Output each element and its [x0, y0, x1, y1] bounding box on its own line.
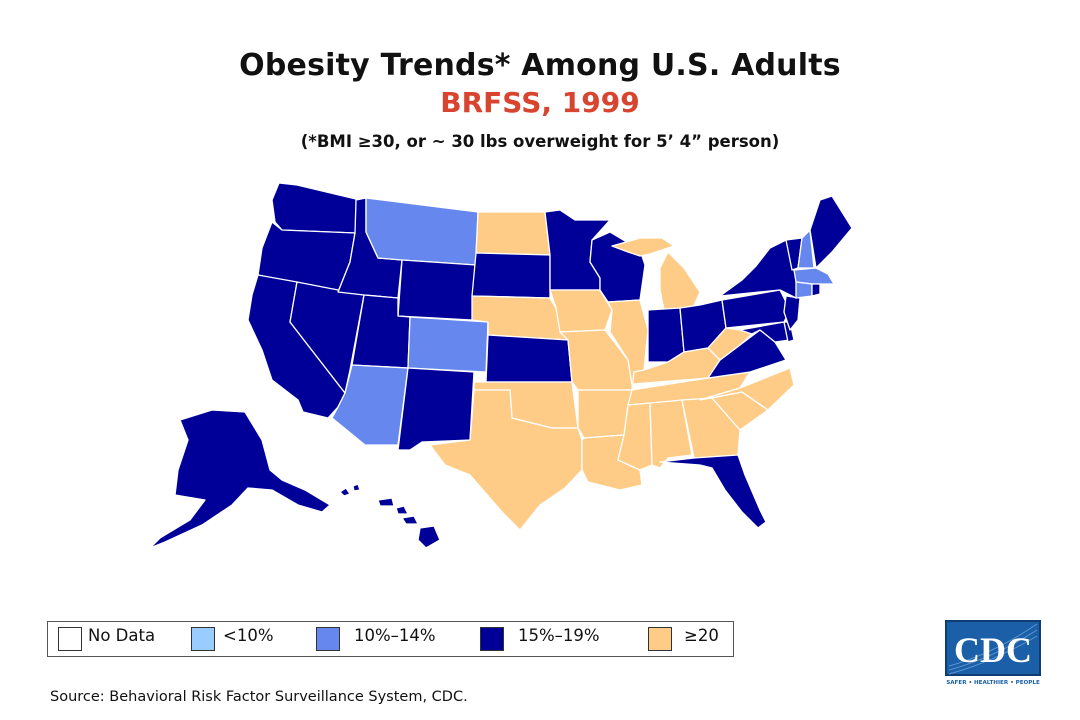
- legend-swatch-15-19: [480, 627, 504, 651]
- state-KS: [485, 334, 573, 383]
- legend-label: <10%: [223, 626, 274, 645]
- state-ME: [809, 195, 853, 269]
- state-HI: [339, 483, 441, 549]
- state-NM: [397, 367, 475, 451]
- legend-label: ≥20: [684, 626, 719, 645]
- map-title: Obesity Trends* Among U.S. Adults: [239, 48, 841, 83]
- legend-swatch-lt10: [191, 627, 215, 651]
- state-IN: [647, 307, 685, 363]
- bmi-footnote: (*BMI ≥30, or ~ 30 lbs overweight for 5’…: [300, 132, 780, 151]
- legend: No Data <10% 10%–14% 15%–19% ≥20: [47, 621, 734, 657]
- source-note: Source: Behavioral Risk Factor Surveilla…: [50, 689, 468, 705]
- legend-swatch-10-14: [316, 627, 340, 651]
- state-MA: [793, 267, 835, 285]
- legend-label: 10%–14%: [354, 626, 436, 645]
- state-IA: [549, 289, 613, 333]
- state-CT: [795, 281, 813, 299]
- state-MI-upper: [611, 237, 675, 257]
- state-WY: [397, 259, 477, 321]
- state-SD: [471, 252, 551, 299]
- state-TX: [429, 389, 583, 531]
- cdc-logo-text: CDC: [954, 630, 1032, 670]
- state-NC: [699, 367, 795, 411]
- cdc-logo-tagline: SAFER • HEALTHIER • PEOPLE: [946, 680, 1040, 686]
- state-ND: [475, 211, 551, 256]
- cdc-logo: CDC SAFER • HEALTHIER • PEOPLE: [945, 620, 1041, 686]
- legend-swatch-ge20: [648, 627, 672, 651]
- state-CO: [407, 316, 489, 373]
- state-AK: [149, 409, 331, 549]
- state-AR: [577, 389, 633, 439]
- state-FL: [659, 454, 767, 529]
- state-MI-lower: [659, 251, 701, 311]
- state-MT: [365, 197, 479, 266]
- map-subtitle: BRFSS, 1999: [440, 86, 640, 119]
- state-RI: [811, 283, 821, 297]
- legend-label: 15%–19%: [518, 626, 600, 645]
- legend-swatch-no-data: [58, 627, 82, 651]
- legend-label: No Data: [88, 626, 156, 645]
- state-WA: [271, 182, 361, 234]
